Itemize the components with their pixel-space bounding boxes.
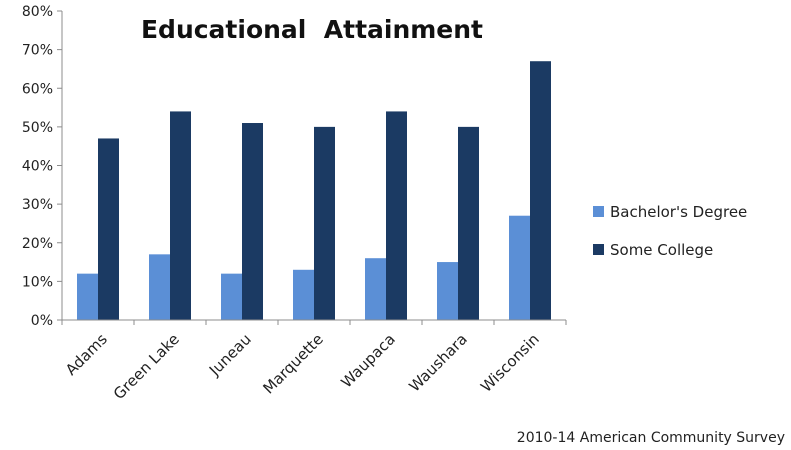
- y-tick-label: 70%: [22, 43, 53, 59]
- y-tick-label: 30%: [22, 197, 53, 213]
- legend-swatch: [593, 206, 604, 217]
- y-tick-label: 10%: [22, 274, 53, 290]
- y-axis: 0% 10% 20% 30% 40% 50% 60% 70% 80%: [22, 4, 63, 329]
- chart-title: Educational Attainment: [141, 15, 483, 44]
- bar-bachelors-adams: [77, 273, 98, 320]
- y-tick-label: 60%: [22, 81, 53, 97]
- y-tick-label: 20%: [22, 236, 53, 252]
- legend: Bachelor's Degree Some College: [593, 203, 747, 259]
- legend-label: Some College: [610, 241, 713, 259]
- legend-label: Bachelor's Degree: [610, 203, 747, 221]
- x-tick-label: Waupaca: [337, 330, 398, 391]
- bars: [77, 61, 551, 321]
- bar-some-college-juneau: [242, 123, 263, 320]
- bar-bachelors-green-lake: [149, 254, 170, 320]
- y-tick-label: 0%: [31, 313, 53, 329]
- y-tick-label: 50%: [22, 120, 53, 136]
- x-axis: Adams Green Lake Juneau Marquette Waupaca Wau…: [61, 319, 567, 403]
- bar-bachelors-waushara: [437, 262, 458, 320]
- x-tick-label: Wisconsin: [477, 330, 543, 396]
- x-tick-label: Adams: [62, 330, 111, 379]
- y-tick-label: 80%: [22, 4, 53, 20]
- bar-some-college-waupaca: [386, 111, 407, 320]
- legend-swatch: [593, 244, 604, 255]
- x-tick-label: Waushara: [405, 330, 470, 395]
- bar-bachelors-juneau: [221, 273, 242, 320]
- x-tick-label: Green Lake: [110, 330, 183, 403]
- x-tick-label: Juneau: [205, 330, 255, 380]
- bar-some-college-marquette: [314, 126, 335, 320]
- bar-some-college-green-lake: [170, 111, 191, 320]
- bar-bachelors-marquette: [293, 269, 314, 320]
- bar-some-college-adams: [98, 138, 119, 320]
- source-note: 2010-14 American Community Survey: [517, 430, 785, 446]
- y-tick-label: 40%: [22, 159, 53, 175]
- bar-bachelors-waupaca: [365, 258, 386, 320]
- bar-bachelors-wisconsin: [509, 215, 530, 320]
- bar-some-college-waushara: [458, 126, 479, 320]
- bar-some-college-wisconsin: [530, 61, 551, 321]
- x-tick-label: Marquette: [259, 330, 326, 397]
